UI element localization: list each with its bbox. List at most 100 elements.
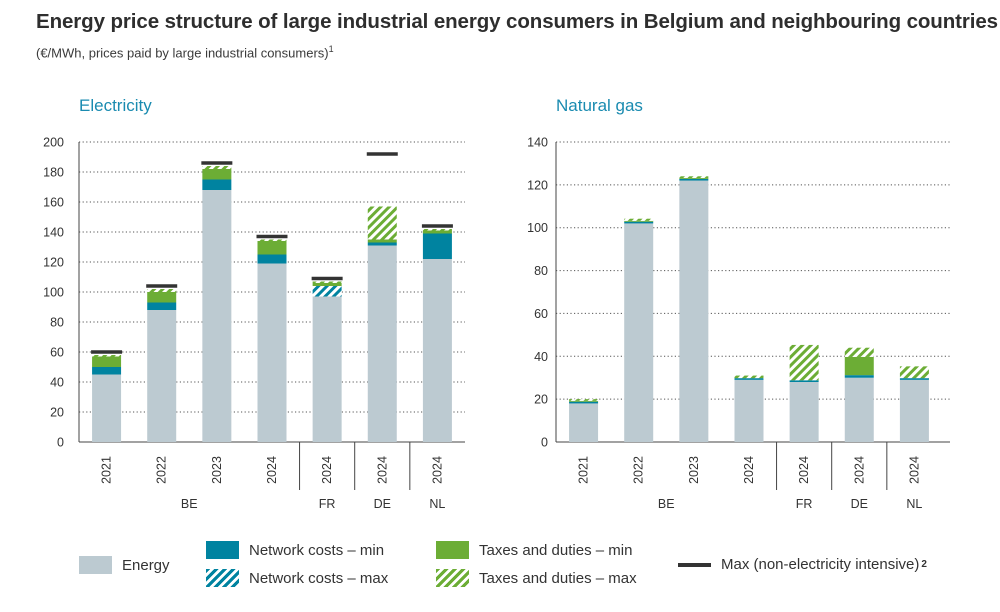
legend-swatch-taxes-max xyxy=(436,569,469,587)
electricity-bar-taxes-max-1 xyxy=(147,289,177,292)
electricity-y-tick-label: 100 xyxy=(43,286,64,300)
gas-y-tick-label: 20 xyxy=(534,393,548,407)
electricity-x-tick-label: 2022 xyxy=(155,456,169,484)
gas-bar-energy-5 xyxy=(844,377,874,442)
electricity-bar-taxes-min-5 xyxy=(367,239,397,243)
electricity-max-marker-1 xyxy=(146,284,178,288)
legend-item-taxes-min: Taxes and duties – min xyxy=(436,541,632,559)
electricity-y-tick-label: 120 xyxy=(43,256,64,270)
legend-label-network-min: Network costs – min xyxy=(249,541,385,559)
gas-bar-taxes-max-6 xyxy=(899,366,929,379)
electricity-x-tick-label: 2021 xyxy=(100,456,114,484)
chart-subtitle: (€/MWh, prices paid by large industrial … xyxy=(36,44,334,60)
gas-group-label-fr: FR xyxy=(796,497,813,511)
electricity-bar-taxes-min-0 xyxy=(92,356,122,367)
electricity-group-label-be: BE xyxy=(181,497,198,511)
legend-label-network-max: Network costs – max xyxy=(249,569,389,587)
gas-bar-taxes-min-1 xyxy=(624,220,654,222)
gas-x-tick-label: 2021 xyxy=(577,456,591,484)
legend-swatch-taxes-min xyxy=(436,541,469,559)
gas-bar-taxes-min-0 xyxy=(569,400,599,402)
gas-bar-energy-3 xyxy=(734,379,764,442)
electricity-x-tick-label: 2024 xyxy=(265,456,279,484)
electricity-bar-energy-3 xyxy=(257,263,287,442)
gas-bar-taxes-min-2 xyxy=(679,178,709,179)
gas-bar-taxes-max-4 xyxy=(789,344,819,381)
electricity-bar-taxes-max-0 xyxy=(92,355,122,357)
legend-item-network-max: Network costs – max xyxy=(206,569,388,587)
electricity-bar-taxes-min-1 xyxy=(147,292,177,303)
electricity-y-tick-label: 0 xyxy=(57,436,64,450)
legend-item-energy: Energy xyxy=(79,556,170,574)
electricity-max-marker-4 xyxy=(311,276,343,281)
gas-bar-taxes-min-5 xyxy=(844,356,874,376)
electricity-group-label-fr: FR xyxy=(319,497,336,511)
gas-y-tick-label: 0 xyxy=(541,436,548,450)
legend-footnote-marker: 2 xyxy=(921,559,927,570)
electricity-bar-taxes-min-4 xyxy=(312,283,342,286)
gas-bar-taxes-max-3 xyxy=(734,375,764,379)
electricity-y-tick-label: 20 xyxy=(50,406,64,420)
electricity-bar-taxes-max-6 xyxy=(422,229,452,231)
electricity-x-tick-label: 2024 xyxy=(375,456,389,484)
legend-swatch-network-min xyxy=(206,541,239,559)
electricity-y-tick-label: 140 xyxy=(43,226,64,240)
gas-group-label-be: BE xyxy=(658,497,675,511)
gas-x-tick-label: 2022 xyxy=(632,456,646,484)
electricity-bar-taxes-min-6 xyxy=(422,230,452,234)
legend-swatch-max-marker xyxy=(678,562,711,567)
subtitle-footnote-marker: 1 xyxy=(328,44,334,54)
electricity-bar-network-min-5 xyxy=(367,242,397,246)
electricity-x-tick-label: 2024 xyxy=(320,456,334,484)
legend-item-max-marker: Max (non-electricity intensive) 2 xyxy=(678,556,927,573)
electricity-bar-taxes-min-2 xyxy=(202,169,232,180)
electricity-bar-network-min-3 xyxy=(257,254,287,264)
electricity-bar-network-min-6 xyxy=(422,233,452,259)
electricity-bar-taxes-max-2 xyxy=(202,166,232,169)
gas-bar-energy-1 xyxy=(624,223,654,442)
legend-swatch-network-max xyxy=(206,569,239,587)
gas-bar-taxes-max-0 xyxy=(569,399,599,401)
gas-bar-network-min-5 xyxy=(844,375,874,378)
electricity-group-label-nl: NL xyxy=(429,497,445,511)
gas-y-tick-label: 60 xyxy=(534,307,548,321)
electricity-bar-energy-1 xyxy=(147,310,177,442)
electricity-bar-network-min-2 xyxy=(202,179,232,190)
electricity-max-marker-3 xyxy=(256,234,288,239)
electricity-y-tick-label: 80 xyxy=(50,316,64,330)
electricity-y-tick-label: 160 xyxy=(43,196,64,210)
gas-x-tick-label: 2023 xyxy=(687,456,701,484)
gas-bar-taxes-max-5 xyxy=(844,347,874,357)
legend-item-taxes-max: Taxes and duties – max xyxy=(436,569,637,587)
legend-label-taxes-max: Taxes and duties – max xyxy=(479,569,637,587)
gas-y-tick-label: 80 xyxy=(534,264,548,278)
legend-swatch-energy xyxy=(79,556,112,574)
legend-label-energy: Energy xyxy=(122,556,170,574)
electricity-bar-taxes-max-5 xyxy=(367,206,397,240)
electricity-bar-network-min-1 xyxy=(147,302,177,310)
legend-item-network-min: Network costs – min xyxy=(206,541,384,559)
legend-label-max-marker: Max (non-electricity intensive) xyxy=(721,556,920,573)
legend-label-taxes-min: Taxes and duties – min xyxy=(479,541,633,559)
chart-title: Energy price structure of large industri… xyxy=(36,10,998,33)
gas-y-tick-label: 100 xyxy=(527,221,548,235)
electricity-max-marker-0 xyxy=(91,350,123,354)
gas-bar-network-min-3 xyxy=(734,378,764,380)
gas-bar-network-min-0 xyxy=(569,401,599,404)
electricity-y-tick-label: 60 xyxy=(50,346,64,360)
electricity-y-tick-label: 180 xyxy=(43,166,64,180)
gas-y-tick-label: 140 xyxy=(527,136,548,150)
gas-group-label-de: DE xyxy=(851,497,868,511)
electricity-max-marker-6 xyxy=(421,224,453,228)
electricity-y-tick-label: 200 xyxy=(43,136,64,150)
gas-x-tick-label: 2024 xyxy=(907,456,921,484)
electricity-group-label-de: DE xyxy=(374,497,391,511)
gas-y-tick-label: 40 xyxy=(534,350,548,364)
gas-bar-energy-0 xyxy=(569,403,599,442)
electricity-bar-energy-6 xyxy=(422,259,452,442)
electricity-y-tick-label: 40 xyxy=(50,376,64,390)
legend: Energy Network costs – min Network costs… xyxy=(0,538,1000,598)
gas-bar-energy-6 xyxy=(899,379,929,442)
electricity-bar-network-max-4 xyxy=(312,286,342,297)
electricity-panel-title: Electricity xyxy=(79,96,152,115)
